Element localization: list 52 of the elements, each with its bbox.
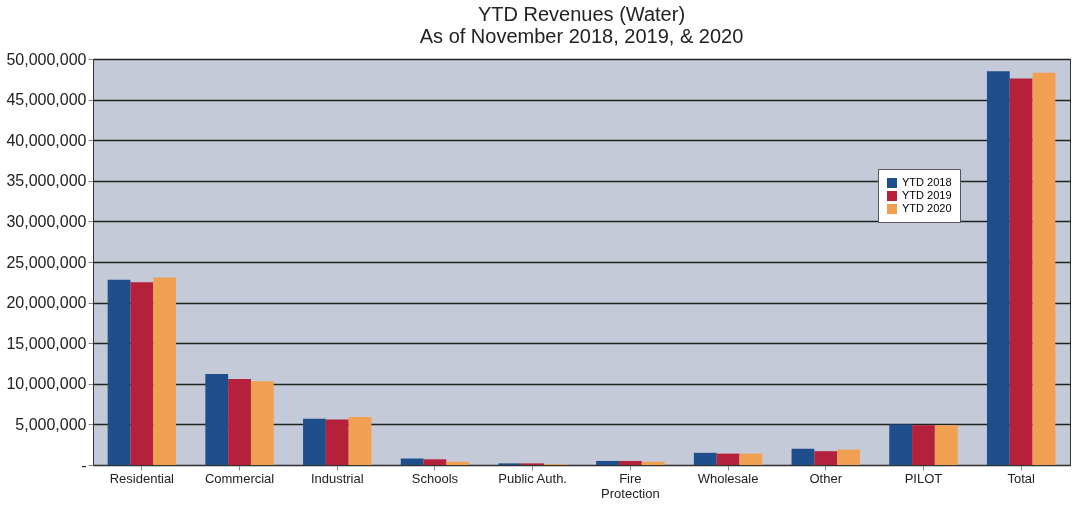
bar bbox=[107, 279, 131, 465]
bar bbox=[739, 453, 763, 465]
y-tick-label: 30,000,000 bbox=[6, 212, 87, 230]
x-tick-label: Other bbox=[809, 470, 843, 486]
bar bbox=[325, 419, 349, 465]
x-tick-label: Industrial bbox=[310, 470, 364, 486]
bar bbox=[934, 425, 958, 465]
bar bbox=[618, 460, 642, 465]
chart-title: YTD Revenues (Water) As of November 2018, 2019, & 2020 bbox=[419, 3, 744, 47]
bar bbox=[716, 453, 740, 465]
legend-label: YTD 2020 bbox=[902, 202, 952, 214]
x-tick-label: Total bbox=[1007, 470, 1035, 486]
bar bbox=[250, 381, 274, 465]
y-tick-label: 40,000,000 bbox=[6, 131, 87, 149]
x-tick-label: PILOT bbox=[904, 470, 943, 486]
bar bbox=[791, 448, 815, 465]
y-tick-label: 35,000,000 bbox=[6, 172, 87, 190]
bar bbox=[1032, 72, 1056, 465]
y-tick-label: 20,000,000 bbox=[6, 294, 87, 312]
y-tick-label: 15,000,000 bbox=[6, 334, 87, 352]
bar bbox=[400, 458, 424, 465]
y-tick-label: 10,000,000 bbox=[6, 375, 87, 393]
x-tick-label: Commercial bbox=[204, 470, 275, 486]
x-tick-label: Wholesale bbox=[697, 470, 759, 486]
y-tick-label: 45,000,000 bbox=[6, 91, 87, 109]
x-tick-label: Residential bbox=[109, 470, 175, 486]
bar bbox=[228, 378, 251, 465]
x-tick-label: Schools bbox=[411, 470, 459, 486]
y-tick-label: 25,000,000 bbox=[6, 253, 87, 271]
bar bbox=[889, 424, 913, 465]
bar bbox=[1009, 78, 1033, 465]
bar bbox=[446, 461, 470, 465]
bar bbox=[130, 282, 154, 465]
x-tick-label: Public Auth. bbox=[498, 470, 567, 486]
bar bbox=[153, 277, 177, 465]
legend-label: YTD 2018 bbox=[902, 176, 952, 188]
bar bbox=[596, 460, 619, 465]
bar bbox=[348, 417, 372, 465]
bar bbox=[837, 449, 860, 465]
bar bbox=[693, 452, 717, 465]
y-tick-label: 5,000,000 bbox=[15, 415, 87, 433]
bar bbox=[303, 418, 326, 465]
bar bbox=[986, 71, 1010, 465]
bar bbox=[912, 425, 935, 465]
bar bbox=[641, 461, 665, 465]
x-tick-label: Fire Protection bbox=[601, 470, 660, 501]
y-tick-label: - bbox=[81, 456, 87, 474]
bar bbox=[423, 459, 447, 465]
y-tick-label: 50,000,000 bbox=[6, 50, 87, 68]
bar bbox=[814, 451, 838, 465]
bar bbox=[205, 374, 229, 465]
legend-label: YTD 2019 bbox=[902, 189, 952, 201]
